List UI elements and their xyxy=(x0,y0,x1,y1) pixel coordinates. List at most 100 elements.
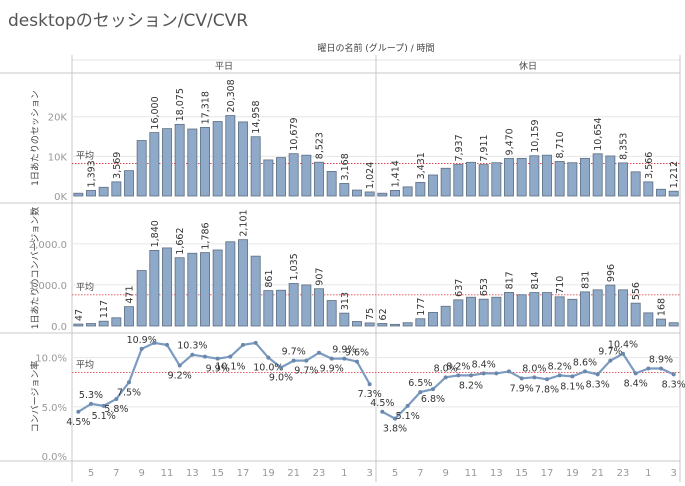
data-label-conversions: 831 xyxy=(581,271,592,289)
x-tick-label: 7 xyxy=(113,468,119,479)
cvr-point-0 xyxy=(228,354,233,359)
group-header-1: 休日 xyxy=(519,60,537,72)
data-label-cvr: 8.4% xyxy=(472,359,496,370)
data-label-conversions: 62 xyxy=(378,308,389,320)
cvr-point-1 xyxy=(494,371,499,376)
y-tick-label-sessions: 10K xyxy=(48,152,68,163)
data-label-cvr: 10.4% xyxy=(608,340,638,351)
data-label-cvr: 10.1% xyxy=(215,362,245,373)
cvr-point-1 xyxy=(431,387,435,392)
data-label-sessions: 3,569 xyxy=(112,152,123,179)
data-label-conversions: 177 xyxy=(416,298,427,316)
data-label-conversions: 996 xyxy=(606,264,617,282)
bar-sessions-0 xyxy=(73,192,84,197)
cvr-point-0 xyxy=(177,363,182,368)
average-label-sessions: 平均 xyxy=(76,150,94,162)
cvr-point-1 xyxy=(671,372,676,377)
bar-sessions-0 xyxy=(263,159,274,197)
bar-sessions-1 xyxy=(567,162,578,197)
data-label-sessions: 18,075 xyxy=(175,88,186,121)
data-label-cvr: 8.6% xyxy=(573,357,597,368)
data-label-cvr: 10.3% xyxy=(177,341,207,352)
chart-title: desktopのセッション/CV/CVR xyxy=(8,11,249,31)
data-label-cvr: 5.8% xyxy=(104,404,128,415)
bar-sessions-1 xyxy=(390,189,400,197)
group-header-0: 平日 xyxy=(215,61,233,72)
bar-sessions-1 xyxy=(643,181,654,197)
cvr-point-1 xyxy=(532,375,537,380)
bar-conversions-0 xyxy=(149,249,160,327)
cvr-point-0 xyxy=(190,352,195,357)
data-label-conversions: 1,035 xyxy=(289,253,300,280)
data-label-cvr: 8.4% xyxy=(624,378,648,389)
x-tick-label: 5 xyxy=(392,468,398,479)
cvr-line-1 xyxy=(381,352,675,420)
data-label-sessions: 3,431 xyxy=(416,152,427,179)
data-label-cvr: 8.2% xyxy=(446,361,470,372)
bar-sessions-0 xyxy=(288,153,299,197)
cvr-point-0 xyxy=(114,396,119,401)
cvr-point-1 xyxy=(380,409,385,414)
data-label-cvr: 4.5% xyxy=(370,398,394,409)
bar-sessions-0 xyxy=(364,191,375,197)
average-label-cvr: 平均 xyxy=(76,358,94,370)
x-tick-label: 23 xyxy=(313,468,326,479)
data-label-conversions: 471 xyxy=(125,286,136,304)
data-label-sessions: 17,318 xyxy=(201,91,212,124)
bar-conversions-1 xyxy=(630,302,641,327)
x-tick-label: 15 xyxy=(515,468,528,479)
cvr-point-0 xyxy=(89,401,93,406)
data-label-cvr: 9.6% xyxy=(345,348,369,359)
bar-conversions-1 xyxy=(478,298,489,327)
bar-sessions-1 xyxy=(377,192,388,197)
cvr-point-0 xyxy=(101,403,106,408)
data-label-sessions: 1,024 xyxy=(365,162,376,189)
cvr-point-1 xyxy=(481,371,486,376)
bar-conversions-0 xyxy=(200,252,210,327)
cvr-point-0 xyxy=(152,340,157,345)
cvr-point-0 xyxy=(253,340,258,345)
data-label-conversions: 2,101 xyxy=(239,209,250,236)
data-label-sessions: 1,414 xyxy=(391,160,402,187)
cvr-point-0 xyxy=(127,380,131,385)
cvr-point-1 xyxy=(646,366,651,371)
data-label-cvr: 5.1% xyxy=(92,411,116,422)
cvr-point-0 xyxy=(139,346,144,351)
cvr-point-0 xyxy=(215,356,220,361)
bar-conversions-0 xyxy=(301,284,312,327)
bar-sessions-0 xyxy=(250,136,261,197)
data-label-cvr: 8.2% xyxy=(548,361,572,372)
bar-conversions-1 xyxy=(643,312,654,327)
data-label-conversions: 817 xyxy=(505,271,516,289)
data-label-sessions: 16,000 xyxy=(150,96,161,129)
bar-sessions-0 xyxy=(212,121,223,197)
x-tick-label: 21 xyxy=(591,468,604,479)
bar-conversions-1 xyxy=(567,298,578,327)
x-tick-label: 5 xyxy=(88,468,94,479)
data-label-cvr: 8.0% xyxy=(434,363,458,374)
cvr-point-1 xyxy=(469,373,473,378)
cvr-point-1 xyxy=(608,358,613,363)
data-label-cvr: 7.9% xyxy=(510,383,534,394)
y-tick-label-sessions: 0K xyxy=(54,192,67,203)
data-label-cvr: 7.3% xyxy=(358,389,382,400)
data-label-cvr: 9.7% xyxy=(282,347,306,358)
bar-conversions-0 xyxy=(314,288,324,327)
bar-sessions-0 xyxy=(238,121,248,197)
bar-sessions-0 xyxy=(314,161,324,197)
cvr-point-1 xyxy=(456,373,461,378)
data-label-cvr: 3.8% xyxy=(383,424,407,435)
data-label-cvr: 9.9% xyxy=(206,364,230,375)
bar-conversions-1 xyxy=(580,291,590,327)
y-tick-label-cvr: 5.0% xyxy=(42,403,67,414)
cvr-point-1 xyxy=(393,416,397,421)
cvr-line-0 xyxy=(77,341,371,413)
bar-sessions-1 xyxy=(554,161,565,197)
cvr-point-1 xyxy=(405,403,410,408)
bar-conversions-1 xyxy=(440,305,451,327)
data-label-cvr: 5.3% xyxy=(79,390,103,401)
bar-conversions-0 xyxy=(174,257,185,327)
data-label-sessions: 8,523 xyxy=(315,132,326,159)
bar-conversions-0 xyxy=(136,270,147,327)
